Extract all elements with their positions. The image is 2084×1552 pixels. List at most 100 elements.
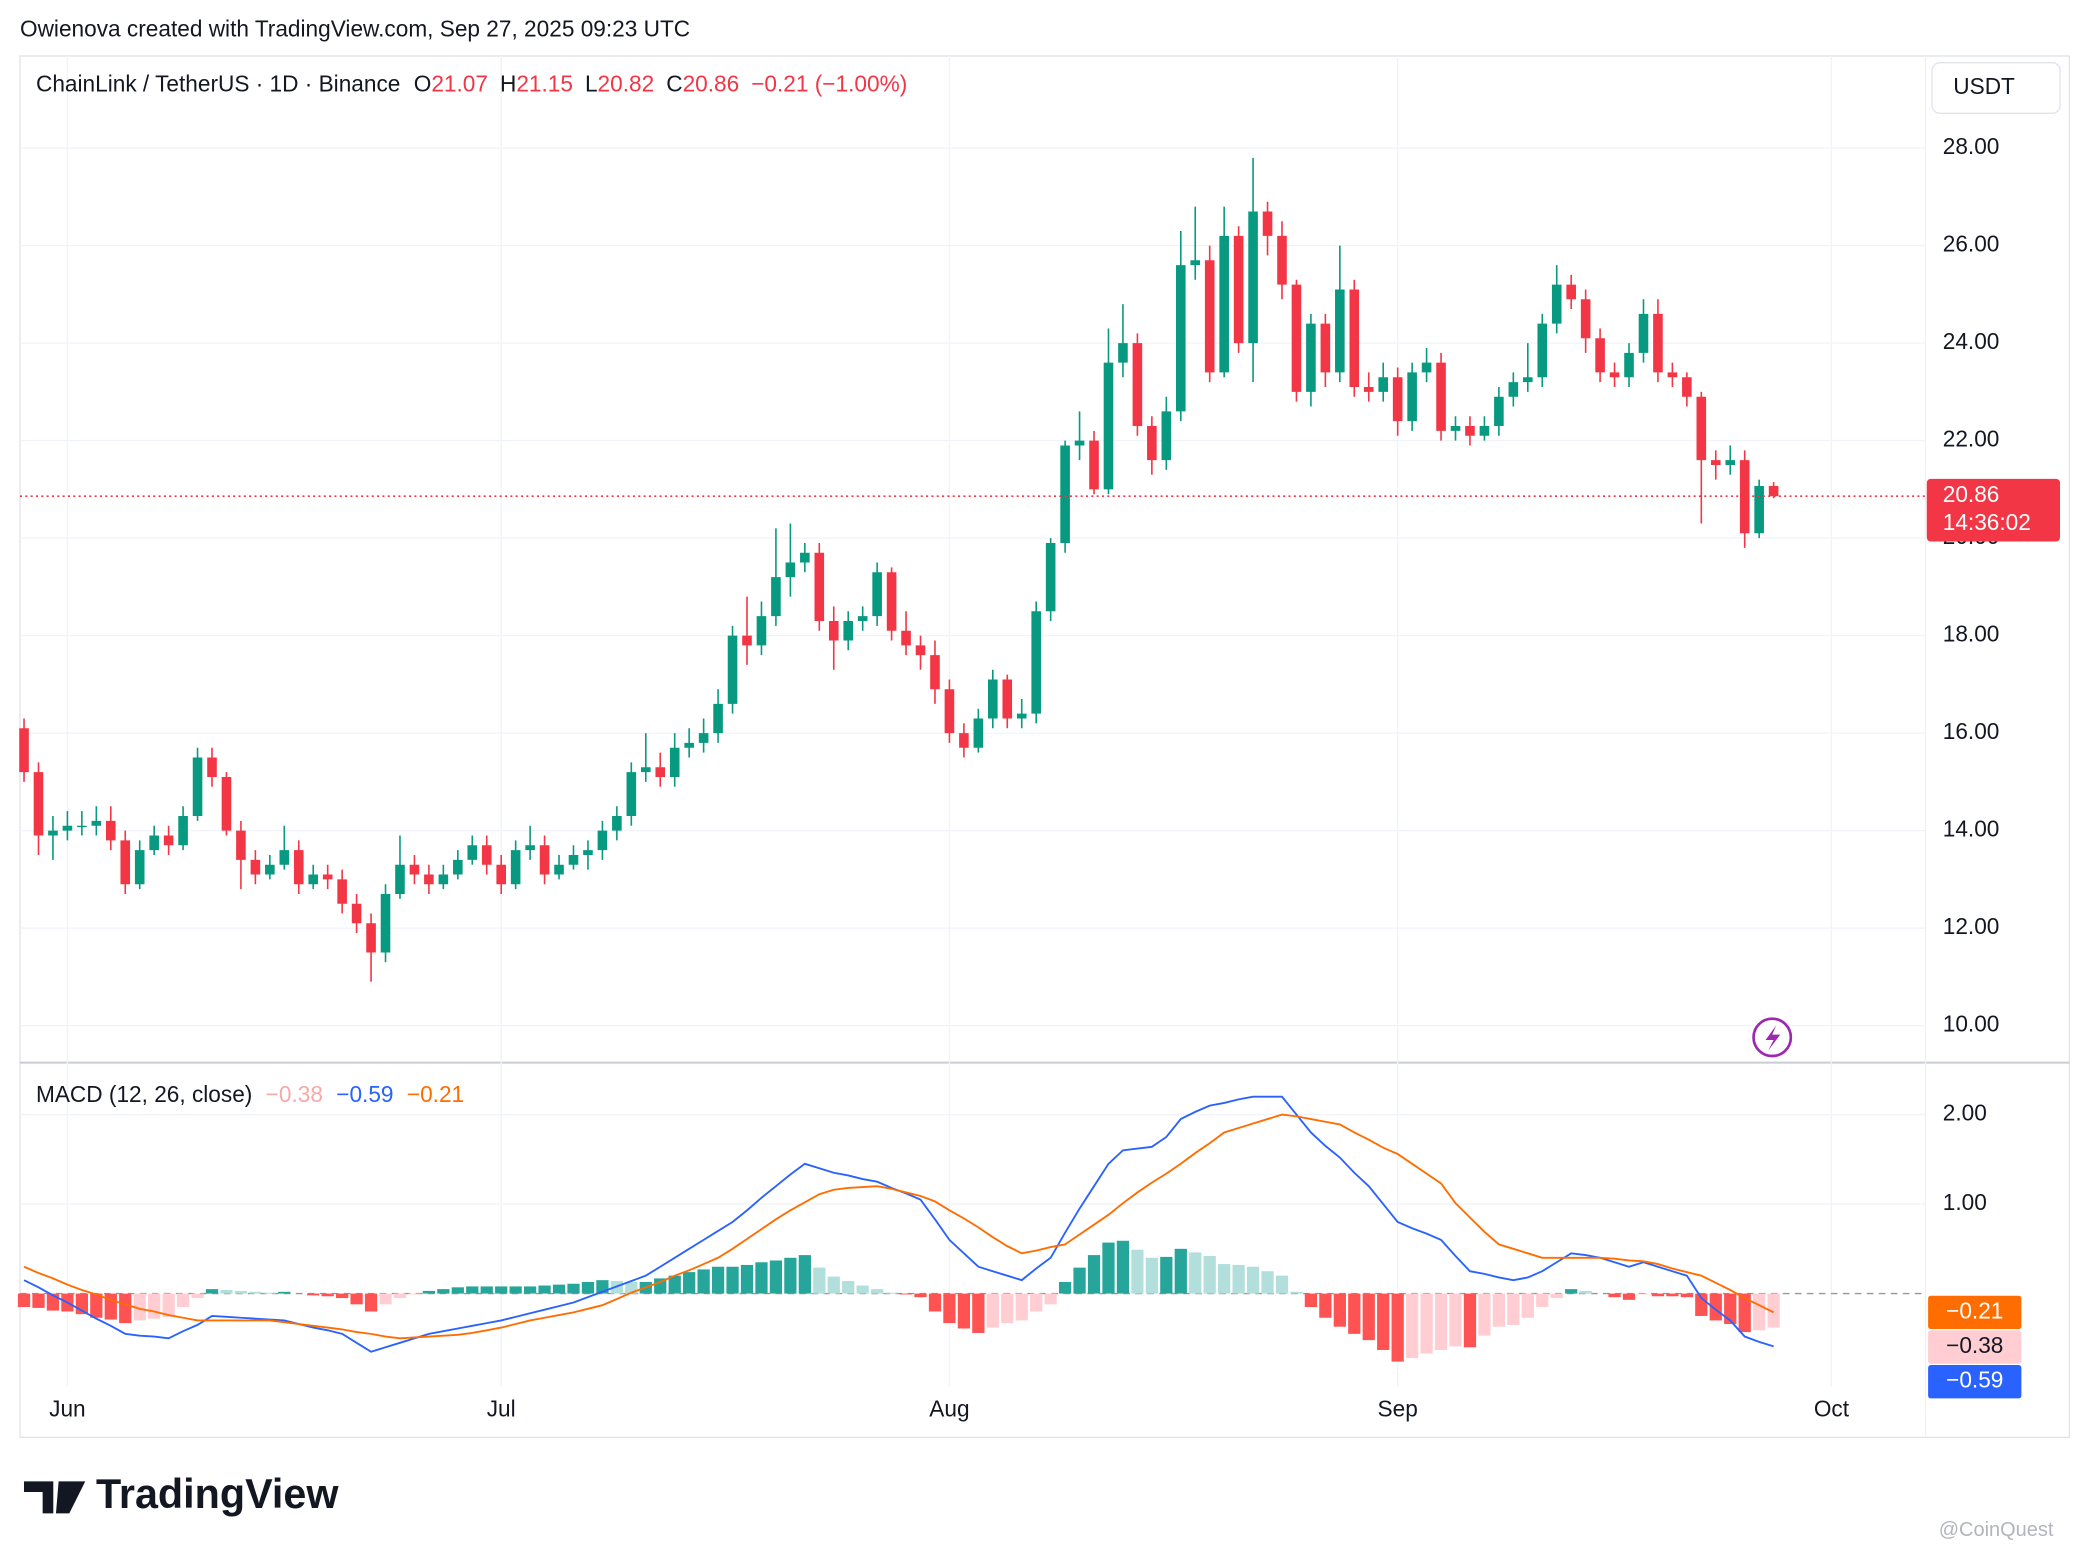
histogram-bar [784, 1257, 797, 1294]
candle-body [1248, 211, 1258, 344]
histogram-bar [914, 1293, 927, 1298]
candle-body [178, 815, 188, 846]
histogram-bar [1695, 1293, 1708, 1316]
histogram-bar [1391, 1293, 1404, 1362]
macd-title: MACD (12, 26, close) [36, 1081, 252, 1107]
histogram-bar [1622, 1293, 1636, 1300]
candle-body [1320, 323, 1331, 373]
candle-body [1335, 289, 1345, 373]
candle-body [742, 635, 752, 646]
histogram-bar [885, 1292, 898, 1294]
histogram-bar [1738, 1293, 1751, 1333]
candle-body [1551, 284, 1562, 324]
candle-body [1696, 396, 1707, 461]
candle-body [351, 903, 362, 924]
candle-body [539, 845, 550, 875]
y-tick-label: 22.00 [1943, 426, 2000, 452]
candle-body [944, 689, 955, 734]
candle-body [612, 815, 622, 831]
histogram-bar [1160, 1256, 1173, 1294]
candle-body [1219, 235, 1229, 373]
currency-label: USDT [1953, 73, 2015, 99]
candle-body [250, 859, 261, 875]
histogram-bar [119, 1293, 132, 1324]
currency-button[interactable] [1931, 62, 2061, 114]
histogram-bar [509, 1286, 522, 1294]
histogram-bar [755, 1262, 768, 1294]
candle-body [713, 703, 723, 734]
histogram-bar [1478, 1293, 1491, 1336]
candle-body [1624, 352, 1634, 378]
candle-body [1580, 299, 1591, 339]
candle-body [554, 864, 564, 875]
candle-body [192, 757, 203, 816]
histogram-bar [1015, 1293, 1028, 1321]
candle-body [1306, 323, 1316, 392]
candle-body [236, 830, 246, 860]
macd-value-tag [1928, 1295, 2022, 1330]
candle-body [1147, 426, 1157, 461]
histogram-bar [1565, 1289, 1578, 1294]
candle-body [1566, 284, 1576, 300]
ohlc-letter: L [585, 70, 598, 96]
macd-line [23, 1113, 1775, 1340]
candle-body [366, 923, 376, 953]
logo [23, 1481, 86, 1514]
histogram-bar [32, 1293, 45, 1308]
histogram-bar [1521, 1293, 1534, 1318]
histogram-bar [1753, 1293, 1766, 1331]
histogram-bar [321, 1293, 334, 1297]
candle-body [1739, 460, 1750, 534]
histogram-bar [90, 1293, 103, 1318]
candle-body [33, 772, 44, 836]
candle-body [337, 879, 347, 904]
histogram-bar [1767, 1293, 1780, 1328]
logo-text: TradingView [96, 1471, 339, 1517]
candle-body [698, 733, 709, 743]
x-tick-label: Aug [929, 1396, 969, 1422]
histogram-bar [1319, 1293, 1332, 1318]
candle-body [959, 733, 969, 748]
histogram-bar [162, 1293, 175, 1317]
histogram-bar [1189, 1252, 1202, 1294]
histogram-bar [393, 1293, 407, 1299]
histogram-bar [1290, 1291, 1303, 1294]
candle-body [1363, 387, 1374, 392]
logo-icon [23, 1481, 86, 1514]
symbol: ChainLink / TetherUS · 1D · Binance [36, 70, 400, 96]
candle-body [1768, 485, 1779, 497]
candle-body [872, 572, 882, 617]
histogram-bar [249, 1291, 262, 1294]
y-tick-label: 24.00 [1943, 328, 2000, 354]
histogram-bar [191, 1293, 204, 1299]
y-tick-label: 14.00 [1943, 816, 2000, 842]
y-tick-label: 12.00 [1943, 913, 2000, 939]
candle-body [568, 854, 579, 865]
histogram-bar [1348, 1293, 1361, 1334]
histogram-bar [17, 1293, 31, 1308]
histogram-bar [1709, 1293, 1722, 1321]
histogram-bar [943, 1293, 956, 1324]
histogram-bar [1449, 1293, 1462, 1347]
histogram-bar [234, 1290, 248, 1294]
candle-body [91, 820, 102, 826]
histogram-bar [899, 1293, 913, 1295]
histogram-bar [437, 1289, 450, 1294]
candle-body [62, 825, 73, 831]
candle-body [1016, 713, 1027, 719]
macd-value-tag-label: −0.38 [1946, 1332, 2003, 1358]
histogram-bar [379, 1293, 392, 1305]
candle-body [901, 630, 911, 646]
candle-body [814, 552, 825, 622]
histogram-bar [220, 1290, 233, 1294]
histogram-bar [1579, 1290, 1592, 1294]
candle-body [380, 893, 391, 953]
candle-body [453, 859, 463, 875]
histogram-bar [1246, 1266, 1260, 1294]
macd-value-tag [1928, 1330, 2022, 1364]
histogram-bar [567, 1283, 580, 1294]
candle-body [1045, 543, 1056, 612]
candle-body [163, 835, 174, 846]
histogram-bar [1463, 1293, 1477, 1348]
candle-body [1450, 426, 1461, 431]
